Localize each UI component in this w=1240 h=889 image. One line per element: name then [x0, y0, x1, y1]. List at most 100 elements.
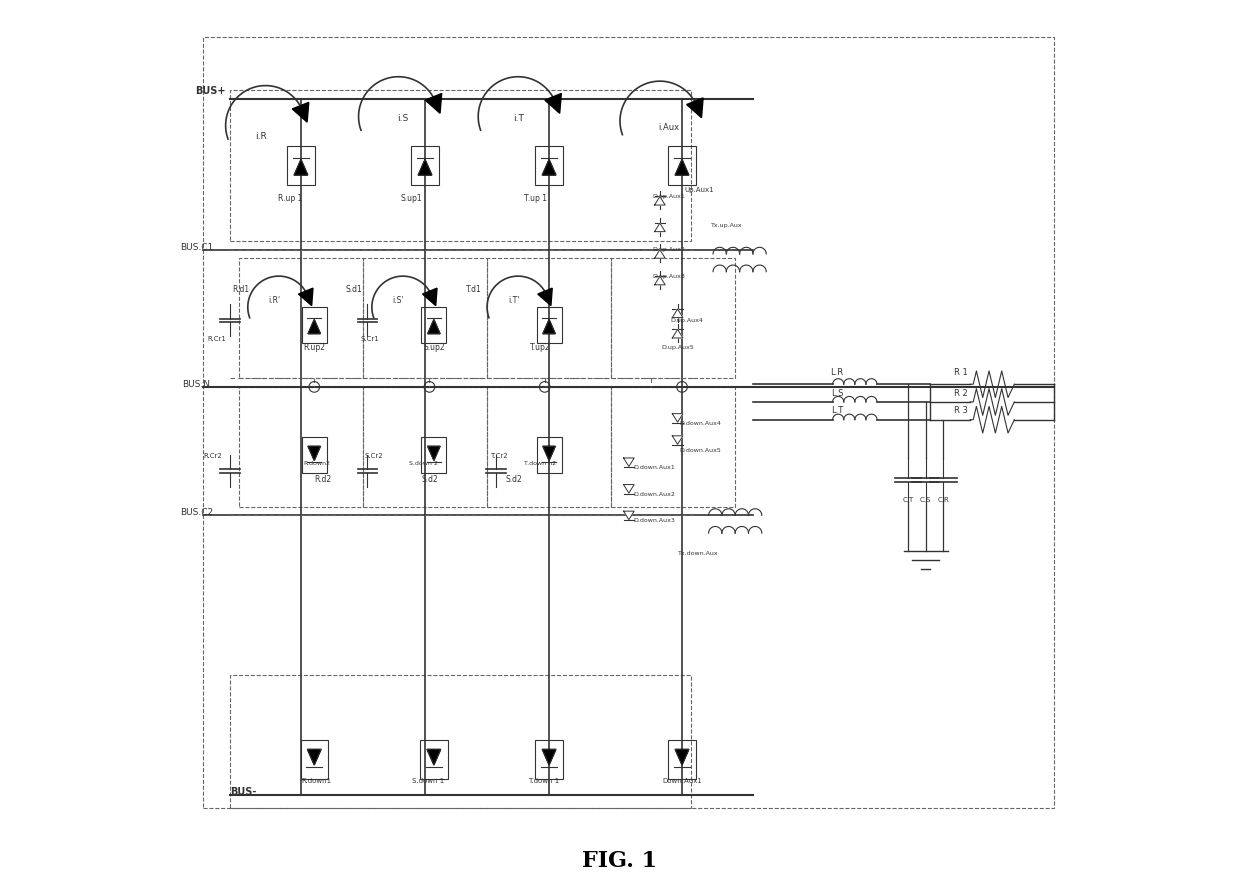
Bar — [422, 307, 446, 342]
Text: R.d1: R.d1 — [232, 285, 249, 294]
Polygon shape — [538, 288, 552, 306]
Bar — [537, 437, 562, 473]
Text: S.down 1: S.down 1 — [412, 778, 444, 784]
Bar — [611, 387, 735, 507]
Polygon shape — [544, 93, 562, 113]
Text: D.down.Aux4: D.down.Aux4 — [680, 421, 722, 426]
Text: S.up1: S.up1 — [401, 194, 423, 203]
Text: R 3: R 3 — [955, 406, 968, 415]
Text: S.d2: S.d2 — [505, 475, 522, 484]
Text: D.up.Aux4: D.up.Aux4 — [670, 318, 703, 324]
Bar — [239, 259, 363, 378]
Bar — [231, 90, 691, 241]
Polygon shape — [543, 446, 556, 461]
Bar — [668, 740, 696, 779]
Bar — [231, 675, 691, 808]
Polygon shape — [676, 749, 689, 765]
Text: D.down.Aux3: D.down.Aux3 — [634, 518, 675, 524]
Polygon shape — [418, 159, 432, 175]
Text: S.d1: S.d1 — [346, 285, 362, 294]
Bar — [487, 387, 611, 507]
Polygon shape — [423, 288, 436, 306]
Text: R.up2: R.up2 — [304, 342, 325, 352]
Bar — [422, 437, 446, 473]
Bar — [288, 146, 315, 185]
Bar — [668, 146, 696, 185]
Text: D.down.Aux5: D.down.Aux5 — [680, 447, 722, 453]
Text: BUS.C1: BUS.C1 — [180, 243, 213, 252]
Text: R.Cr1: R.Cr1 — [207, 336, 226, 341]
Polygon shape — [427, 749, 440, 765]
Bar — [301, 437, 326, 473]
Polygon shape — [676, 159, 689, 175]
Bar — [420, 740, 448, 779]
Bar — [363, 259, 487, 378]
Text: T.up 1: T.up 1 — [525, 194, 547, 203]
Polygon shape — [308, 319, 320, 333]
Text: Tx.down.Aux: Tx.down.Aux — [677, 551, 718, 557]
Polygon shape — [655, 223, 665, 232]
Polygon shape — [299, 288, 312, 306]
Bar — [301, 307, 326, 342]
Text: i.Aux: i.Aux — [658, 123, 680, 132]
Text: FIG. 1: FIG. 1 — [583, 850, 657, 872]
Text: S.up2: S.up2 — [423, 342, 445, 352]
Text: R.d2: R.d2 — [315, 475, 331, 484]
Polygon shape — [294, 159, 308, 175]
Text: D.down.Aux2: D.down.Aux2 — [634, 492, 675, 497]
Polygon shape — [655, 276, 665, 284]
Text: R.up 1: R.up 1 — [278, 194, 303, 203]
Text: R 2: R 2 — [955, 388, 968, 397]
Bar — [300, 740, 327, 779]
Text: Up.Aux1: Up.Aux1 — [684, 187, 714, 193]
Text: T.d1: T.d1 — [466, 285, 481, 294]
Text: BUS.C2: BUS.C2 — [180, 509, 213, 517]
Text: i.T': i.T' — [508, 296, 520, 305]
Text: BUS+: BUS+ — [196, 86, 226, 96]
Text: T.Cr2: T.Cr2 — [490, 453, 507, 459]
Text: T.down n2: T.down n2 — [525, 461, 557, 466]
Text: R 1: R 1 — [955, 368, 968, 377]
Text: L.R: L.R — [831, 368, 843, 377]
Text: S.Cr1: S.Cr1 — [361, 336, 379, 341]
Text: Tx.up.Aux: Tx.up.Aux — [711, 223, 743, 228]
Polygon shape — [308, 446, 320, 461]
Bar — [611, 259, 735, 378]
Polygon shape — [624, 511, 634, 520]
Polygon shape — [425, 93, 441, 113]
Polygon shape — [655, 250, 665, 258]
Polygon shape — [672, 330, 683, 338]
Polygon shape — [428, 319, 440, 333]
Text: T.down 1: T.down 1 — [528, 778, 559, 784]
Polygon shape — [293, 102, 309, 122]
Text: R.down1: R.down1 — [301, 778, 332, 784]
Text: S.down 2: S.down 2 — [409, 461, 438, 466]
Polygon shape — [687, 98, 703, 117]
Bar — [239, 387, 363, 507]
Polygon shape — [308, 749, 321, 765]
Text: C.S: C.S — [920, 497, 931, 503]
Bar — [537, 307, 562, 342]
Polygon shape — [672, 413, 683, 422]
Polygon shape — [428, 446, 440, 461]
Bar — [536, 740, 563, 779]
Text: C.T: C.T — [903, 497, 914, 503]
Text: i.R': i.R' — [268, 296, 280, 305]
Bar — [412, 146, 439, 185]
Text: S.d2: S.d2 — [422, 475, 438, 484]
Text: BUS-: BUS- — [231, 787, 257, 797]
Text: D.down.Aux1: D.down.Aux1 — [634, 465, 675, 470]
Polygon shape — [542, 749, 556, 765]
Bar — [536, 146, 563, 185]
Bar — [487, 259, 611, 378]
Text: BUS.N: BUS.N — [182, 380, 211, 388]
Text: L.S: L.S — [831, 388, 843, 397]
Text: D.up.Aux2: D.up.Aux2 — [652, 247, 686, 252]
Bar — [203, 36, 1054, 808]
Bar — [363, 387, 487, 507]
Polygon shape — [542, 159, 556, 175]
Text: i.S': i.S' — [393, 296, 404, 305]
Text: R.Cr2: R.Cr2 — [203, 453, 222, 459]
Text: D.up.Aux3: D.up.Aux3 — [652, 274, 686, 279]
Text: S.Cr2: S.Cr2 — [365, 453, 383, 459]
